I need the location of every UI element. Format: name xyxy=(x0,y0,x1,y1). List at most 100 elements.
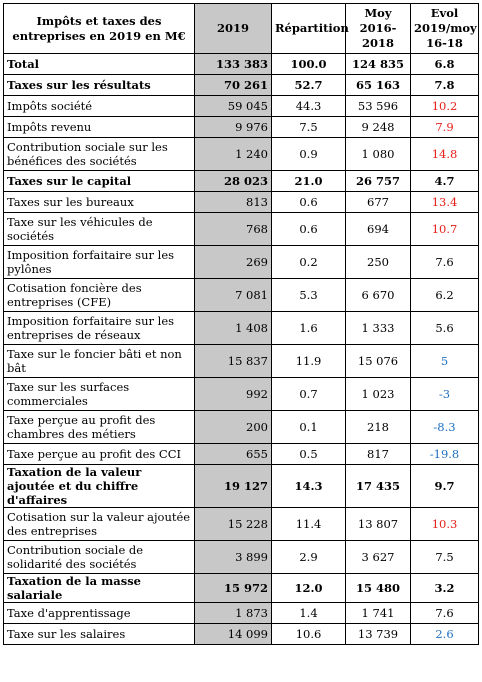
cell-evol: 7.8 xyxy=(410,74,479,96)
cell-evol: 9.7 xyxy=(410,464,479,508)
cell-repartition: 10.6 xyxy=(271,623,346,645)
cell-repartition: 44.3 xyxy=(271,95,346,117)
cell-moy: 677 xyxy=(345,191,411,213)
cell-moy: 1 333 xyxy=(345,311,411,345)
cell-repartition: 7.5 xyxy=(271,116,346,138)
cell-2019: 992 xyxy=(194,377,272,411)
cell-evol: 3.2 xyxy=(410,573,479,603)
table-row: Taxes sur le capital 28 023 21.0 26 757 4.7 xyxy=(3,170,479,192)
table-row: Taxation de la masse salariale 15 972 12.0… xyxy=(3,573,479,603)
row-label: Contribution sociale de solidarité des s… xyxy=(3,540,195,574)
cell-evol: 13.4 xyxy=(410,191,479,213)
table-row: Taxe perçue au profit des chambres des m… xyxy=(3,410,479,444)
table-row: Imposition forfaitaire sur les entrepris… xyxy=(3,311,479,345)
table-row: Taxation de la valeur ajoutée et du chif… xyxy=(3,464,479,508)
row-label: Taxe perçue au profit des CCI xyxy=(3,443,195,465)
cell-evol: 2.6 xyxy=(410,623,479,645)
cell-moy: 17 435 xyxy=(345,464,411,508)
cell-repartition: 1.4 xyxy=(271,602,346,624)
cell-repartition: 0.2 xyxy=(271,245,346,279)
cell-evol: 10.2 xyxy=(410,95,479,117)
row-label: Impôts revenu xyxy=(3,116,195,138)
table-row: Taxe d'apprentissage 1 873 1.4 1 741 7.6 xyxy=(3,602,479,624)
cell-repartition: 21.0 xyxy=(271,170,346,192)
table-row: Impôts société 59 045 44.3 53 596 10.2 xyxy=(3,95,479,117)
cell-moy: 3 627 xyxy=(345,540,411,574)
table-row: Taxe sur les salaires 14 099 10.6 13 739 2.6 xyxy=(3,623,479,645)
row-label: Taxes sur le capital xyxy=(3,170,195,192)
cell-2019: 1 408 xyxy=(194,311,272,345)
cell-evol: 4.7 xyxy=(410,170,479,192)
cell-repartition: 0.7 xyxy=(271,377,346,411)
table-row: Total 133 383 100.0 124 835 6.8 xyxy=(3,53,479,75)
row-label: Cotisation foncière des entreprises (CFE… xyxy=(3,278,195,312)
table-body: Total 133 383 100.0 124 835 6.8 Taxes sur les… xyxy=(3,53,479,645)
cell-evol: 5.6 xyxy=(410,311,479,345)
cell-evol: 6.8 xyxy=(410,53,479,75)
cell-repartition: 11.4 xyxy=(271,507,346,541)
cell-repartition: 12.0 xyxy=(271,573,346,603)
table-row: Taxe sur les surfaces commerciales 992 0.7… xyxy=(3,377,479,411)
cell-moy: 9 248 xyxy=(345,116,411,138)
table-row: Contribution sociale sur les bénéfices d… xyxy=(3,137,479,171)
table-row: Taxes sur les résultats 70 261 52.7 65 163 7… xyxy=(3,74,479,96)
row-label: Taxation de la valeur ajoutée et du chif… xyxy=(3,464,195,508)
cell-2019: 15 972 xyxy=(194,573,272,603)
cell-moy: 26 757 xyxy=(345,170,411,192)
row-label: Imposition forfaitaire sur les entrepris… xyxy=(3,311,195,345)
cell-repartition: 0.6 xyxy=(271,191,346,213)
cell-repartition: 11.9 xyxy=(271,344,346,378)
cell-moy: 13 739 xyxy=(345,623,411,645)
cell-repartition: 0.5 xyxy=(271,443,346,465)
cell-2019: 15 837 xyxy=(194,344,272,378)
row-label: Contribution sociale sur les bénéfices d… xyxy=(3,137,195,171)
row-label: Total xyxy=(3,53,195,75)
cell-evol: -8.3 xyxy=(410,410,479,444)
cell-2019: 133 383 xyxy=(194,53,272,75)
row-label: Taxation de la masse salariale xyxy=(3,573,195,603)
cell-evol: 6.2 xyxy=(410,278,479,312)
cell-moy: 65 163 xyxy=(345,74,411,96)
cell-2019: 59 045 xyxy=(194,95,272,117)
cell-moy: 53 596 xyxy=(345,95,411,117)
cell-2019: 9 976 xyxy=(194,116,272,138)
row-label: Taxe sur les véhicules de sociétés xyxy=(3,212,195,246)
cell-repartition: 0.6 xyxy=(271,212,346,246)
cell-2019: 1 240 xyxy=(194,137,272,171)
header-moy: Moy 2016-2018 xyxy=(345,3,411,54)
cell-evol: 10.3 xyxy=(410,507,479,541)
tax-table: Impôts et taxes des entreprises en 2019 … xyxy=(3,3,479,645)
cell-evol: 7.6 xyxy=(410,245,479,279)
row-label: Taxe sur les surfaces commerciales xyxy=(3,377,195,411)
table-row: Taxe sur le foncier bâti et non bât 15 83… xyxy=(3,344,479,378)
header-repartition: Répartition xyxy=(271,3,349,54)
row-label: Imposition forfaitaire sur les pylônes xyxy=(3,245,195,279)
cell-evol: 10.7 xyxy=(410,212,479,246)
cell-moy: 694 xyxy=(345,212,411,246)
cell-repartition: 100.0 xyxy=(271,53,346,75)
header-row: Impôts et taxes des entreprises en 2019 … xyxy=(3,3,479,54)
row-label: Taxes sur les bureaux xyxy=(3,191,195,213)
cell-moy: 13 807 xyxy=(345,507,411,541)
cell-evol: 7.5 xyxy=(410,540,479,574)
cell-evol: 14.8 xyxy=(410,137,479,171)
cell-repartition: 0.9 xyxy=(271,137,346,171)
cell-2019: 655 xyxy=(194,443,272,465)
table-row: Taxe sur les véhicules de sociétés 768 0.6… xyxy=(3,212,479,246)
cell-2019: 70 261 xyxy=(194,74,272,96)
cell-2019: 19 127 xyxy=(194,464,272,508)
cell-moy: 218 xyxy=(345,410,411,444)
cell-2019: 1 873 xyxy=(194,602,272,624)
cell-2019: 269 xyxy=(194,245,272,279)
cell-2019: 28 023 xyxy=(194,170,272,192)
row-label: Impôts société xyxy=(3,95,195,117)
row-label: Taxe perçue au profit des chambres des m… xyxy=(3,410,195,444)
header-2019: 2019 xyxy=(194,3,272,54)
cell-repartition: 52.7 xyxy=(271,74,346,96)
cell-2019: 7 081 xyxy=(194,278,272,312)
cell-moy: 124 835 xyxy=(345,53,411,75)
table-row: Cotisation sur la valeur ajoutée des ent… xyxy=(3,507,479,541)
row-label: Taxe sur le foncier bâti et non bât xyxy=(3,344,195,378)
cell-2019: 3 899 xyxy=(194,540,272,574)
cell-evol: -19.8 xyxy=(410,443,479,465)
